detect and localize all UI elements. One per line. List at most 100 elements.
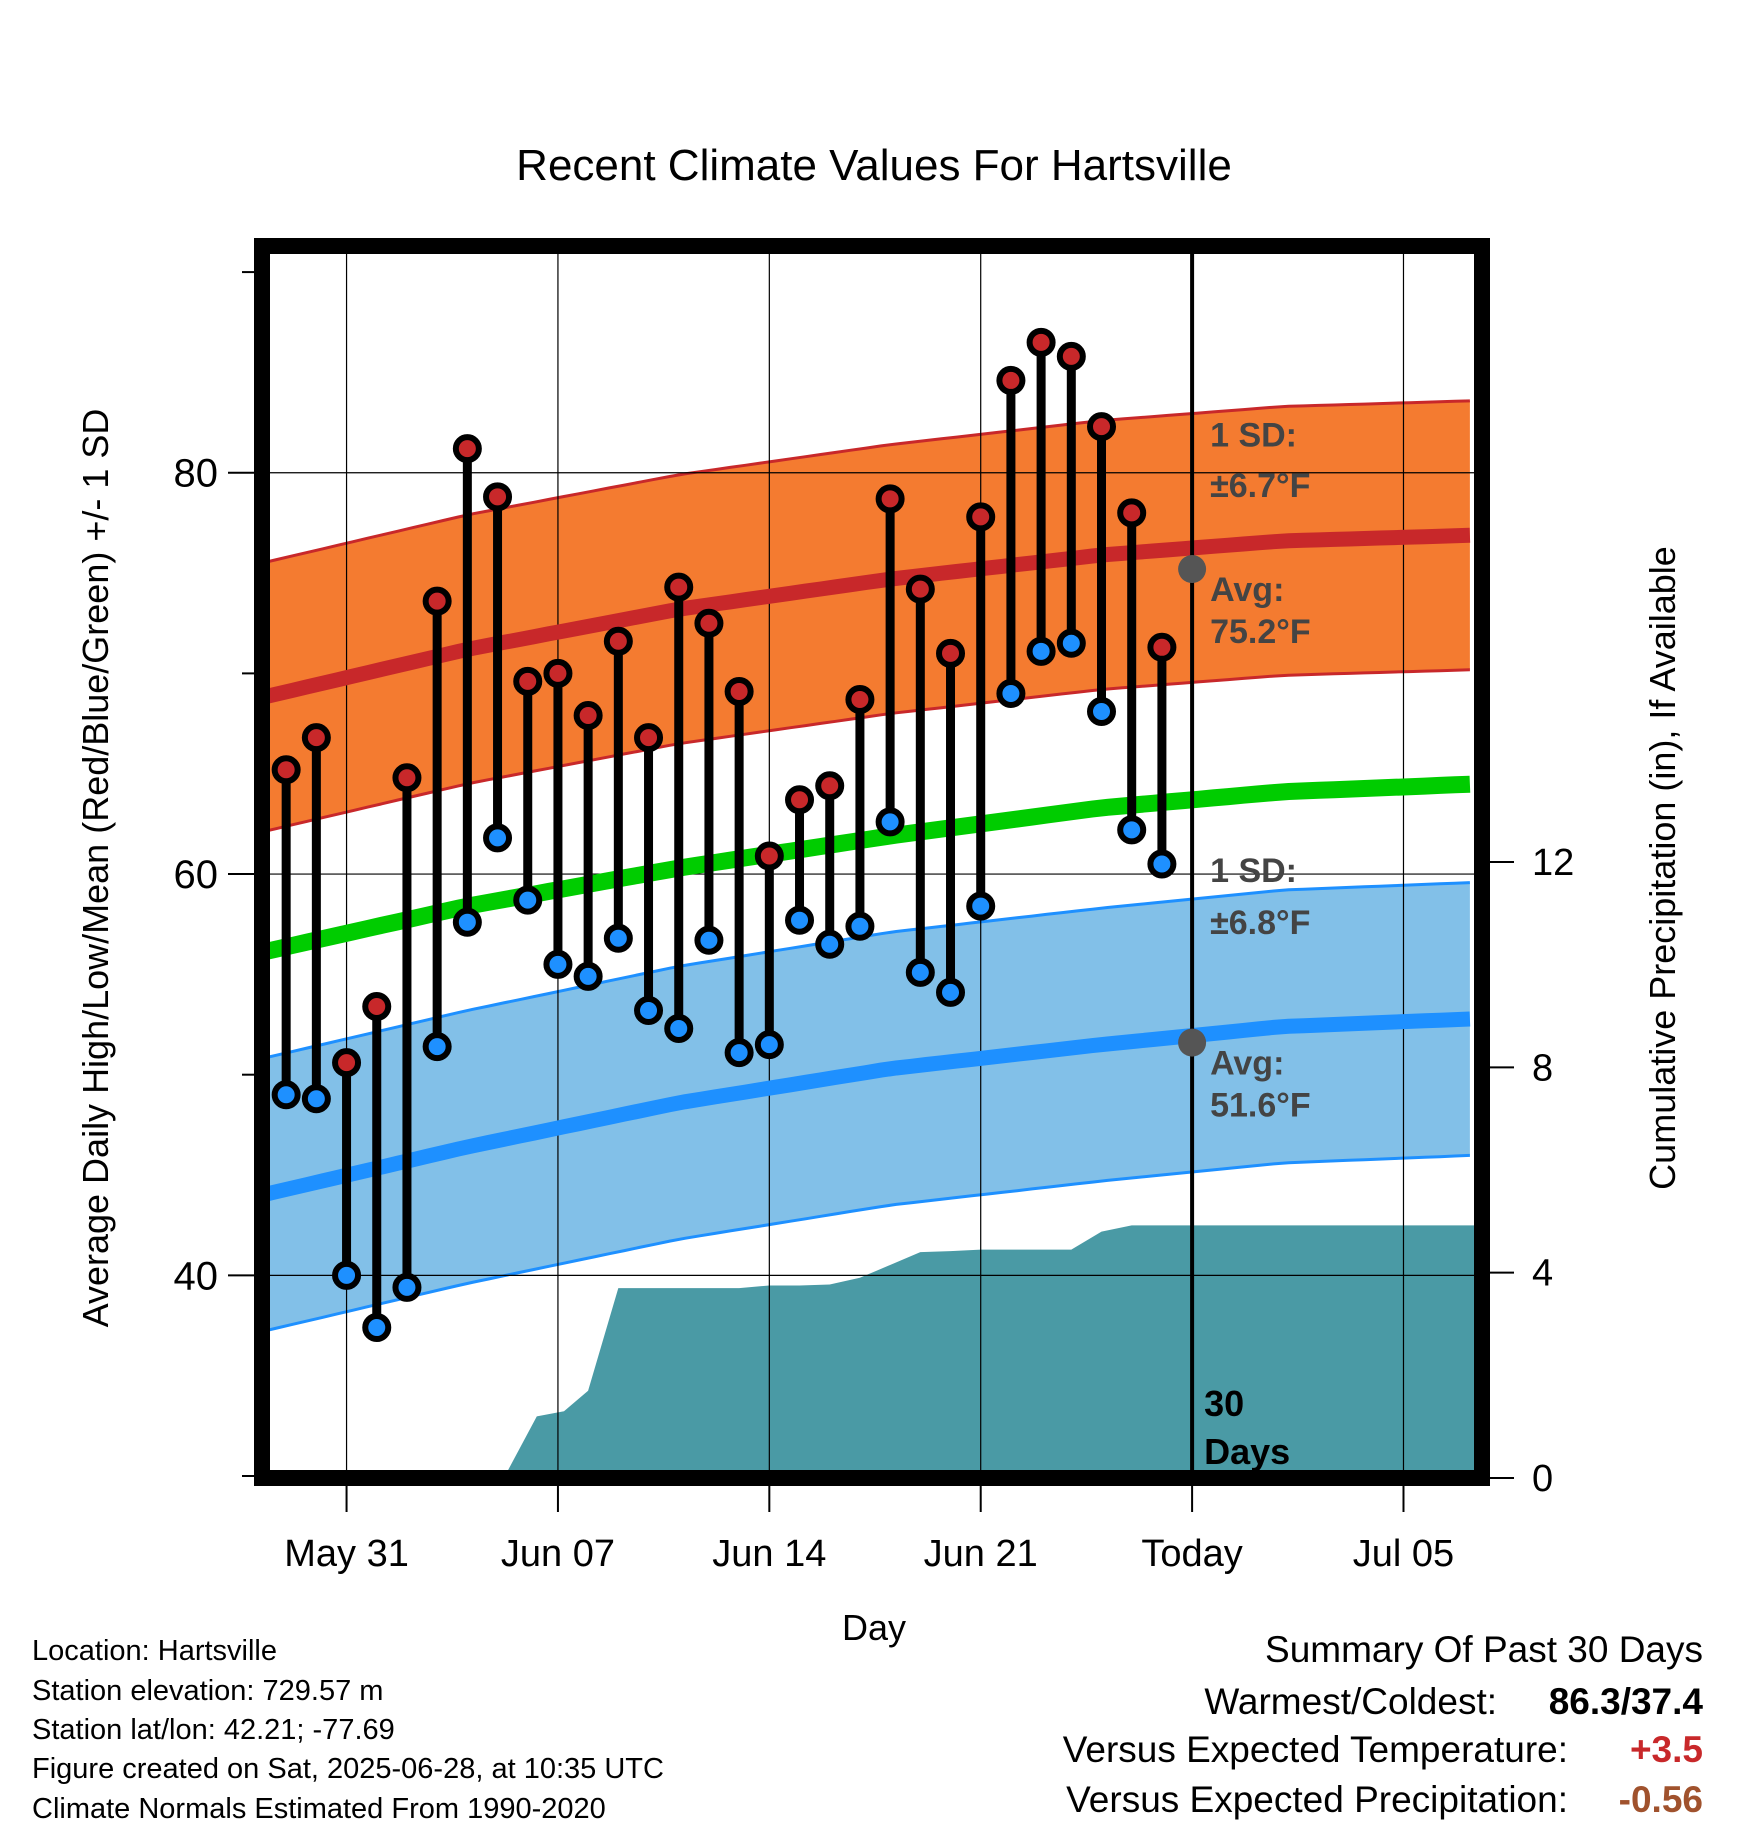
summary-panel: Summary Of Past 30 Days Warmest/Coldest:… — [1063, 1629, 1704, 1820]
y2-axis-label: Cumulative Precipitation (in), If Availa… — [1642, 546, 1683, 1190]
plot-frame — [254, 238, 1490, 1486]
daily-high-point — [271, 755, 301, 785]
plot-area: 1 SD: ±6.7°F Avg: 75.2°F 1 SD: ±6.8°F Avg: 51.6… — [174, 238, 1574, 1575]
daily-low-point — [1026, 636, 1056, 666]
daily-low-point — [452, 907, 482, 937]
daily-low-point — [845, 911, 875, 941]
x-axis-label: Day — [842, 1607, 906, 1648]
daily-high-point — [996, 365, 1026, 395]
footer-location: Location: Hartsville — [32, 1635, 277, 1667]
daily-high-point — [603, 626, 633, 656]
daily-low-point — [573, 961, 603, 991]
normals-annotation: 51.6°F — [1210, 1087, 1311, 1125]
daily-low-point — [422, 1032, 452, 1062]
daily-low-point — [483, 823, 513, 853]
daily-low-point — [1117, 815, 1147, 845]
daily-low-point — [724, 1038, 754, 1068]
y-axis-label: Average Daily High/Low/Mean (Red/Blue/Gr… — [75, 409, 116, 1328]
daily-high-point — [362, 991, 392, 1021]
daily-low-point — [392, 1272, 422, 1302]
daily-high-point — [392, 763, 422, 793]
daily-low-point — [1087, 697, 1117, 727]
daily-high-point — [301, 723, 331, 753]
daily-high-point — [634, 723, 664, 753]
daily-high-point — [936, 638, 966, 668]
summary-precip-label: Versus Expected Precipitation: — [1066, 1779, 1568, 1820]
daily-high-point — [966, 502, 996, 532]
daily-high-point — [724, 676, 754, 706]
footer-latlon: Station lat/lon: 42.21; -77.69 — [32, 1714, 395, 1746]
period-label-days: Days — [1204, 1431, 1290, 1472]
daily-low-point — [513, 885, 543, 915]
x-tick-label: Jun 07 — [501, 1533, 615, 1575]
normals-annotation: Avg: — [1210, 571, 1284, 609]
chart-title: Recent Climate Values For Hartsville — [516, 141, 1232, 190]
daily-low-point — [603, 923, 633, 953]
y2-tick-label: 12 — [1532, 842, 1574, 884]
daily-low-point — [694, 925, 724, 955]
daily-low-point — [875, 807, 905, 837]
daily-low-point — [936, 977, 966, 1007]
summary-precip-value: -0.56 — [1619, 1779, 1703, 1820]
footer-elevation: Station elevation: 729.57 m — [32, 1675, 383, 1707]
y-tick-label: 40 — [174, 1254, 219, 1298]
plot-content: 1 SD: ±6.7°F Avg: 75.2°F 1 SD: ±6.8°F Avg: 51.6… — [262, 246, 1482, 1478]
daily-low-point — [543, 949, 573, 979]
low-sd-band — [262, 882, 1470, 1332]
daily-low-point — [754, 1030, 784, 1060]
normals-annotation: Avg: — [1210, 1045, 1284, 1083]
y2-tick-label: 8 — [1532, 1047, 1553, 1089]
daily-low-point — [634, 995, 664, 1025]
daily-low-point — [362, 1313, 392, 1343]
daily-low-point — [1147, 849, 1177, 879]
daily-high-point — [1087, 412, 1117, 442]
daily-high-point — [845, 684, 875, 714]
y2-tick-label: 4 — [1532, 1253, 1553, 1295]
period-label-number: 30 — [1204, 1383, 1244, 1424]
daily-high-point — [332, 1048, 362, 1078]
daily-low-point — [785, 905, 815, 935]
daily-high-point — [785, 785, 815, 815]
daily-low-point — [996, 678, 1026, 708]
daily-high-point — [754, 841, 784, 871]
summary-temp-value: +3.5 — [1630, 1729, 1703, 1770]
daily-low-point — [301, 1084, 331, 1114]
normals-annotation: 1 SD: — [1210, 417, 1297, 455]
daily-low-point — [1056, 628, 1086, 658]
daily-high-point — [483, 482, 513, 512]
daily-low-point — [271, 1080, 301, 1110]
daily-low-point — [966, 891, 996, 921]
x-tick-label: Jun 14 — [712, 1533, 826, 1575]
high-sd-band — [262, 400, 1470, 832]
daily-low-point — [905, 957, 935, 987]
daily-high-point — [664, 572, 694, 602]
footer-created: Figure created on Sat, 2025-06-28, at 10… — [32, 1753, 664, 1785]
daily-high-point — [815, 771, 845, 801]
normals-annotation: ±6.7°F — [1210, 467, 1310, 505]
daily-low-point — [815, 929, 845, 959]
daily-low-point — [332, 1260, 362, 1290]
summary-temp-label: Versus Expected Temperature: — [1063, 1729, 1568, 1770]
normals-annotation: 75.2°F — [1210, 613, 1311, 651]
summary-title: Summary Of Past 30 Days — [1265, 1629, 1703, 1670]
normals-annotation: ±6.8°F — [1210, 904, 1310, 942]
daily-high-point — [1147, 632, 1177, 662]
y-tick-label: 60 — [174, 853, 219, 897]
x-tick-label: Jun 21 — [924, 1533, 1038, 1575]
daily-high-point — [694, 608, 724, 638]
today-high-avg-dot — [1178, 555, 1207, 584]
daily-high-point — [875, 484, 905, 514]
daily-high-point — [1026, 327, 1056, 357]
y-tick-label: 80 — [174, 452, 219, 496]
low-sd-lower-line — [262, 1153, 1470, 1333]
today-low-avg-dot — [1178, 1028, 1207, 1057]
x-tick-label: Today — [1141, 1533, 1242, 1575]
daily-high-point — [573, 701, 603, 731]
footer-normals: Climate Normals Estimated From 1990-2020 — [32, 1793, 606, 1825]
daily-high-point — [452, 434, 482, 464]
footer-info: Location: Hartsville Station elevation: … — [32, 1635, 664, 1825]
x-tick-label: May 31 — [284, 1533, 409, 1575]
summary-warm-cold-value: 86.3/37.4 — [1549, 1681, 1704, 1722]
daily-low-point — [664, 1014, 694, 1044]
daily-high-point — [905, 574, 935, 604]
